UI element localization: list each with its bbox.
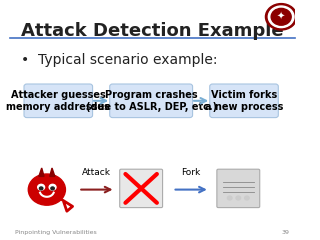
Polygon shape <box>39 168 44 176</box>
Circle shape <box>39 187 43 190</box>
Text: 39: 39 <box>282 230 290 235</box>
Text: Program crashes
(due to ASLR, DEP, etc.): Program crashes (due to ASLR, DEP, etc.) <box>85 90 217 112</box>
FancyBboxPatch shape <box>110 84 193 118</box>
Circle shape <box>49 184 56 190</box>
Text: Fork: Fork <box>181 168 201 177</box>
Polygon shape <box>50 168 55 176</box>
Circle shape <box>236 196 241 200</box>
FancyBboxPatch shape <box>120 169 163 208</box>
Circle shape <box>271 8 291 25</box>
FancyBboxPatch shape <box>210 84 278 118</box>
Text: Pinpointing Vulnerabilities: Pinpointing Vulnerabilities <box>15 230 97 235</box>
FancyBboxPatch shape <box>217 169 260 208</box>
Text: Victim forks
a new process: Victim forks a new process <box>205 90 283 112</box>
Circle shape <box>28 174 65 205</box>
Circle shape <box>38 184 44 190</box>
Circle shape <box>51 187 54 190</box>
Text: Attack: Attack <box>82 168 111 177</box>
Circle shape <box>268 6 294 28</box>
Circle shape <box>228 196 232 200</box>
Circle shape <box>266 4 297 30</box>
Text: •  Typical scenario example:: • Typical scenario example: <box>21 53 218 67</box>
Circle shape <box>244 196 249 200</box>
Text: Attacker guesses
memory addresses: Attacker guesses memory addresses <box>6 90 110 112</box>
Text: ✦: ✦ <box>277 12 285 22</box>
FancyBboxPatch shape <box>24 84 92 118</box>
Text: Attack Detection Example: Attack Detection Example <box>21 22 284 40</box>
